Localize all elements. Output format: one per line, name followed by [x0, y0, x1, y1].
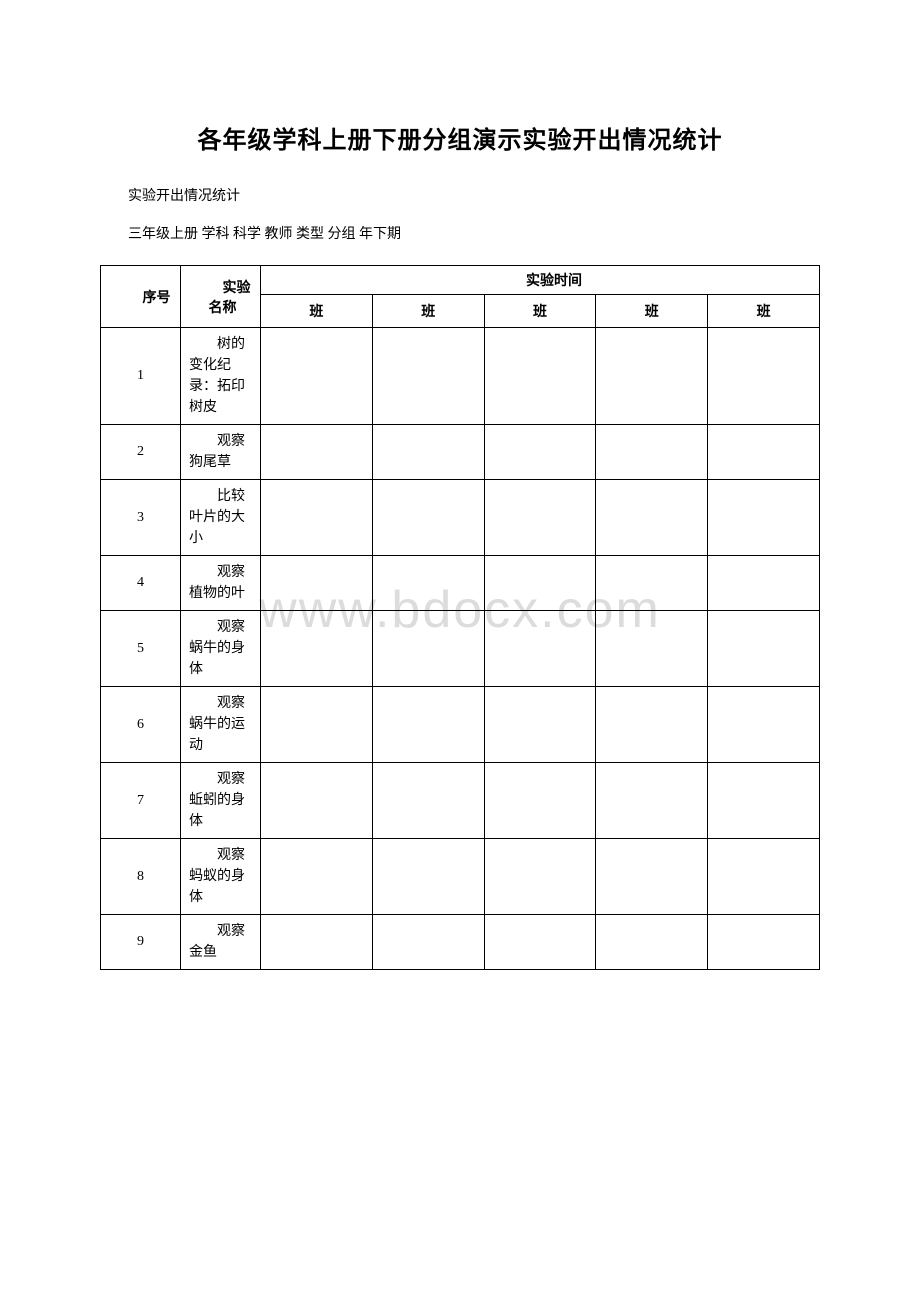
table-row: 3比较叶片的大小	[101, 480, 820, 556]
cell-class	[484, 556, 596, 611]
table-row: 1树的变化纪录：拓印树皮	[101, 328, 820, 425]
table-row: 4观察植物的叶	[101, 556, 820, 611]
page-title: 各年级学科上册下册分组演示实验开出情况统计	[100, 120, 820, 155]
table-row: 9观察金鱼	[101, 915, 820, 970]
cell-class	[372, 763, 484, 839]
cell-class	[708, 839, 820, 915]
cell-class	[261, 425, 373, 480]
header-class-2: 班	[372, 295, 484, 328]
cell-class	[484, 763, 596, 839]
cell-class	[372, 328, 484, 425]
header-class-1: 班	[261, 295, 373, 328]
cell-class	[708, 425, 820, 480]
cell-class	[708, 611, 820, 687]
cell-class	[261, 480, 373, 556]
cell-class	[261, 915, 373, 970]
cell-class	[484, 480, 596, 556]
table-row: 2观察狗尾草	[101, 425, 820, 480]
cell-class	[372, 480, 484, 556]
cell-class	[596, 915, 708, 970]
cell-class	[484, 915, 596, 970]
cell-name: 观察蚂蚁的身体	[181, 839, 261, 915]
cell-class	[596, 425, 708, 480]
cell-class	[261, 839, 373, 915]
cell-class	[484, 839, 596, 915]
cell-seq: 3	[101, 480, 181, 556]
header-class-3: 班	[484, 295, 596, 328]
table-row: 7观察蚯蚓的身体	[101, 763, 820, 839]
table-row: 6观察蜗牛的运动	[101, 687, 820, 763]
cell-name: 观察金鱼	[181, 915, 261, 970]
cell-class	[261, 556, 373, 611]
cell-class	[596, 556, 708, 611]
cell-class	[708, 763, 820, 839]
header-class-5: 班	[708, 295, 820, 328]
cell-class	[708, 687, 820, 763]
experiment-table: 序号 实验名称 实验时间 班 班 班 班 班 1树的变化纪录：拓印树皮 2观察狗…	[100, 265, 820, 970]
cell-class	[484, 611, 596, 687]
cell-class	[708, 480, 820, 556]
cell-seq: 1	[101, 328, 181, 425]
cell-class	[372, 556, 484, 611]
cell-name: 观察蚯蚓的身体	[181, 763, 261, 839]
cell-name: 比较叶片的大小	[181, 480, 261, 556]
cell-seq: 8	[101, 839, 181, 915]
cell-class	[261, 611, 373, 687]
cell-class	[372, 915, 484, 970]
cell-seq: 6	[101, 687, 181, 763]
cell-class	[596, 763, 708, 839]
cell-seq: 9	[101, 915, 181, 970]
cell-name: 观察蜗牛的运动	[181, 687, 261, 763]
cell-seq: 2	[101, 425, 181, 480]
header-seq: 序号	[101, 266, 181, 328]
cell-class	[484, 328, 596, 425]
header-time: 实验时间	[261, 266, 820, 295]
cell-class	[372, 687, 484, 763]
subtitle: 实验开出情况统计	[100, 185, 820, 205]
cell-class	[261, 687, 373, 763]
table-body: 1树的变化纪录：拓印树皮 2观察狗尾草 3比较叶片的大小 4观察植物的叶 5观察…	[101, 328, 820, 970]
table-row: 5观察蜗牛的身体	[101, 611, 820, 687]
cell-class	[708, 556, 820, 611]
cell-class	[261, 328, 373, 425]
cell-name: 观察蜗牛的身体	[181, 611, 261, 687]
cell-name: 观察狗尾草	[181, 425, 261, 480]
table-row: 8观察蚂蚁的身体	[101, 839, 820, 915]
cell-name: 观察植物的叶	[181, 556, 261, 611]
cell-class	[596, 687, 708, 763]
cell-class	[596, 839, 708, 915]
cell-seq: 4	[101, 556, 181, 611]
cell-seq: 5	[101, 611, 181, 687]
cell-class	[484, 687, 596, 763]
cell-class	[484, 425, 596, 480]
cell-name: 树的变化纪录：拓印树皮	[181, 328, 261, 425]
cell-class	[372, 611, 484, 687]
cell-class	[372, 839, 484, 915]
cell-class	[261, 763, 373, 839]
cell-class	[596, 611, 708, 687]
cell-class	[372, 425, 484, 480]
cell-seq: 7	[101, 763, 181, 839]
meta-line: 三年级上册 学科 科学 教师 类型 分组 年下期	[100, 223, 820, 243]
cell-class	[596, 480, 708, 556]
header-class-4: 班	[596, 295, 708, 328]
header-name: 实验名称	[181, 266, 261, 328]
cell-class	[708, 915, 820, 970]
cell-class	[596, 328, 708, 425]
cell-class	[708, 328, 820, 425]
table-header-row-1: 序号 实验名称 实验时间	[101, 266, 820, 295]
